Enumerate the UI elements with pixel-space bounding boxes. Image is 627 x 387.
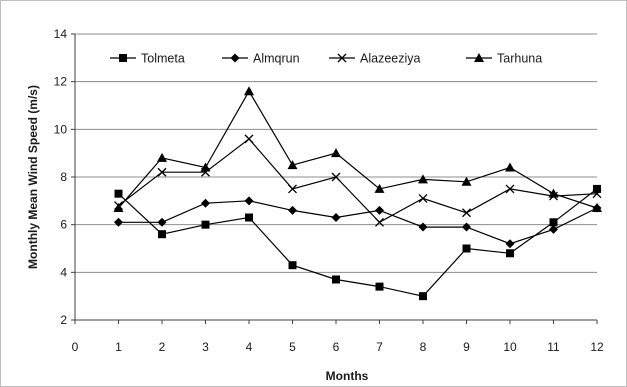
data-point-tarhuna-11: [548, 188, 559, 198]
data-point-tarhuna-9: [461, 176, 472, 186]
series-group: [113, 86, 602, 301]
series-line-tolmeta: [118, 188, 598, 297]
y-axis-title: Monthly Mean Wind Speed (m/s): [26, 85, 40, 269]
y-tick-label-10: 10: [54, 122, 68, 136]
legend-marker-tolmeta: [119, 54, 127, 62]
series-line-tarhuna: [118, 90, 598, 209]
legend-marker-tarhuna: [474, 53, 484, 62]
x-tick-label-9: 9: [463, 340, 470, 354]
data-point-alazeeziya-7: [375, 217, 384, 227]
legend-marker-alazeeziya: [337, 53, 347, 63]
x-tick-label-5: 5: [289, 340, 296, 354]
legend-label-alazeeziya: Alazeeziya: [360, 52, 420, 66]
x-tick-label-2: 2: [159, 340, 166, 354]
x-tick-label-11: 11: [547, 340, 560, 354]
data-point-almqrun-8: [418, 222, 428, 232]
data-point-alazeeziya-9: [462, 208, 471, 218]
data-point-almqrun-11: [549, 224, 558, 234]
data-point-tarhuna-1: [113, 202, 124, 212]
data-point-almqrun-10: [505, 239, 515, 249]
data-point-almqrun-6: [331, 213, 341, 223]
data-point-tarhuna-5: [287, 160, 298, 170]
x-tick-label-0: 0: [72, 340, 79, 354]
data-point-tolmeta-4: [245, 213, 253, 222]
data-point-alazeeziya-2: [157, 167, 167, 177]
data-point-tolmeta-5: [288, 261, 297, 270]
data-point-alazeeziya-5: [288, 184, 297, 194]
data-point-alazeeziya-8: [418, 193, 428, 203]
y-tick-label-12: 12: [54, 75, 68, 89]
data-point-almqrun-7: [375, 205, 384, 215]
x-tick-label-7: 7: [376, 340, 383, 354]
data-point-alazeeziya-6: [331, 172, 341, 182]
x-tick-label-12: 12: [590, 340, 604, 354]
data-point-tarhuna-2: [157, 152, 167, 162]
data-point-almqrun-5: [288, 205, 297, 215]
legend-item-tolmeta: Tolmeta: [110, 52, 185, 66]
y-tick-label-2: 2: [60, 313, 67, 327]
data-point-almqrun-4: [244, 196, 254, 206]
x-tick-label-8: 8: [420, 340, 427, 354]
legend-marker-almqrun: [230, 53, 240, 63]
data-point-almqrun-1: [114, 217, 123, 227]
legend-item-almqrun: Almqrun: [222, 52, 300, 66]
data-point-tarhuna-4: [244, 86, 254, 96]
data-point-tarhuna-7: [374, 183, 385, 193]
data-point-tarhuna-3: [200, 162, 211, 172]
data-point-tolmeta-7: [375, 282, 384, 291]
series-line-alazeeziya: [118, 138, 598, 224]
legend-item-alazeeziya: Alazeeziya: [329, 52, 420, 66]
data-point-almqrun-3: [201, 198, 210, 208]
data-point-alazeeziya-4: [244, 134, 254, 144]
data-point-almqrun-9: [462, 222, 471, 232]
x-tick-label-6: 6: [333, 340, 340, 354]
data-point-tolmeta-3: [201, 220, 210, 229]
data-point-alazeeziya-10: [505, 184, 515, 194]
data-point-tolmeta-1: [114, 189, 123, 198]
y-tick-label-8: 8: [60, 170, 67, 184]
series-tarhuna: [113, 86, 602, 212]
x-tick-label-3: 3: [202, 340, 209, 354]
data-point-tarhuna-10: [505, 162, 515, 172]
data-point-tolmeta-11: [549, 218, 558, 227]
x-tick-label-1: 1: [115, 340, 122, 354]
data-point-almqrun-2: [157, 217, 167, 227]
data-point-tarhuna-12: [592, 202, 602, 212]
data-point-tolmeta-2: [158, 230, 166, 239]
legend-item-tarhuna: Tarhuna: [466, 52, 542, 66]
y-tick-label-14: 14: [54, 27, 68, 41]
y-tick-label-4: 4: [60, 265, 67, 279]
y-tick-label-6: 6: [60, 218, 67, 232]
series-line-almqrun: [118, 200, 598, 245]
data-point-tolmeta-9: [462, 244, 471, 253]
data-point-tolmeta-8: [419, 292, 427, 301]
series-alazeeziya: [114, 134, 602, 227]
x-tick-label-4: 4: [246, 340, 253, 354]
series-tolmeta: [114, 184, 601, 301]
legend-label-tarhuna: Tarhuna: [497, 52, 542, 66]
x-tick-label-10: 10: [503, 340, 517, 354]
data-point-tolmeta-6: [332, 275, 340, 284]
x-axis-title: Months: [326, 369, 369, 383]
data-point-tarhuna-8: [418, 174, 428, 184]
legend: Tolmeta Almqrun Alazeeziya Tarhuna: [110, 52, 542, 66]
data-point-tarhuna-6: [331, 148, 341, 158]
data-point-alazeeziya-12: [592, 189, 602, 199]
data-point-tolmeta-10: [506, 249, 514, 258]
data-point-tolmeta-12: [593, 184, 601, 193]
legend-label-almqrun: Almqrun: [253, 52, 300, 66]
legend-label-tolmeta: Tolmeta: [141, 52, 185, 66]
